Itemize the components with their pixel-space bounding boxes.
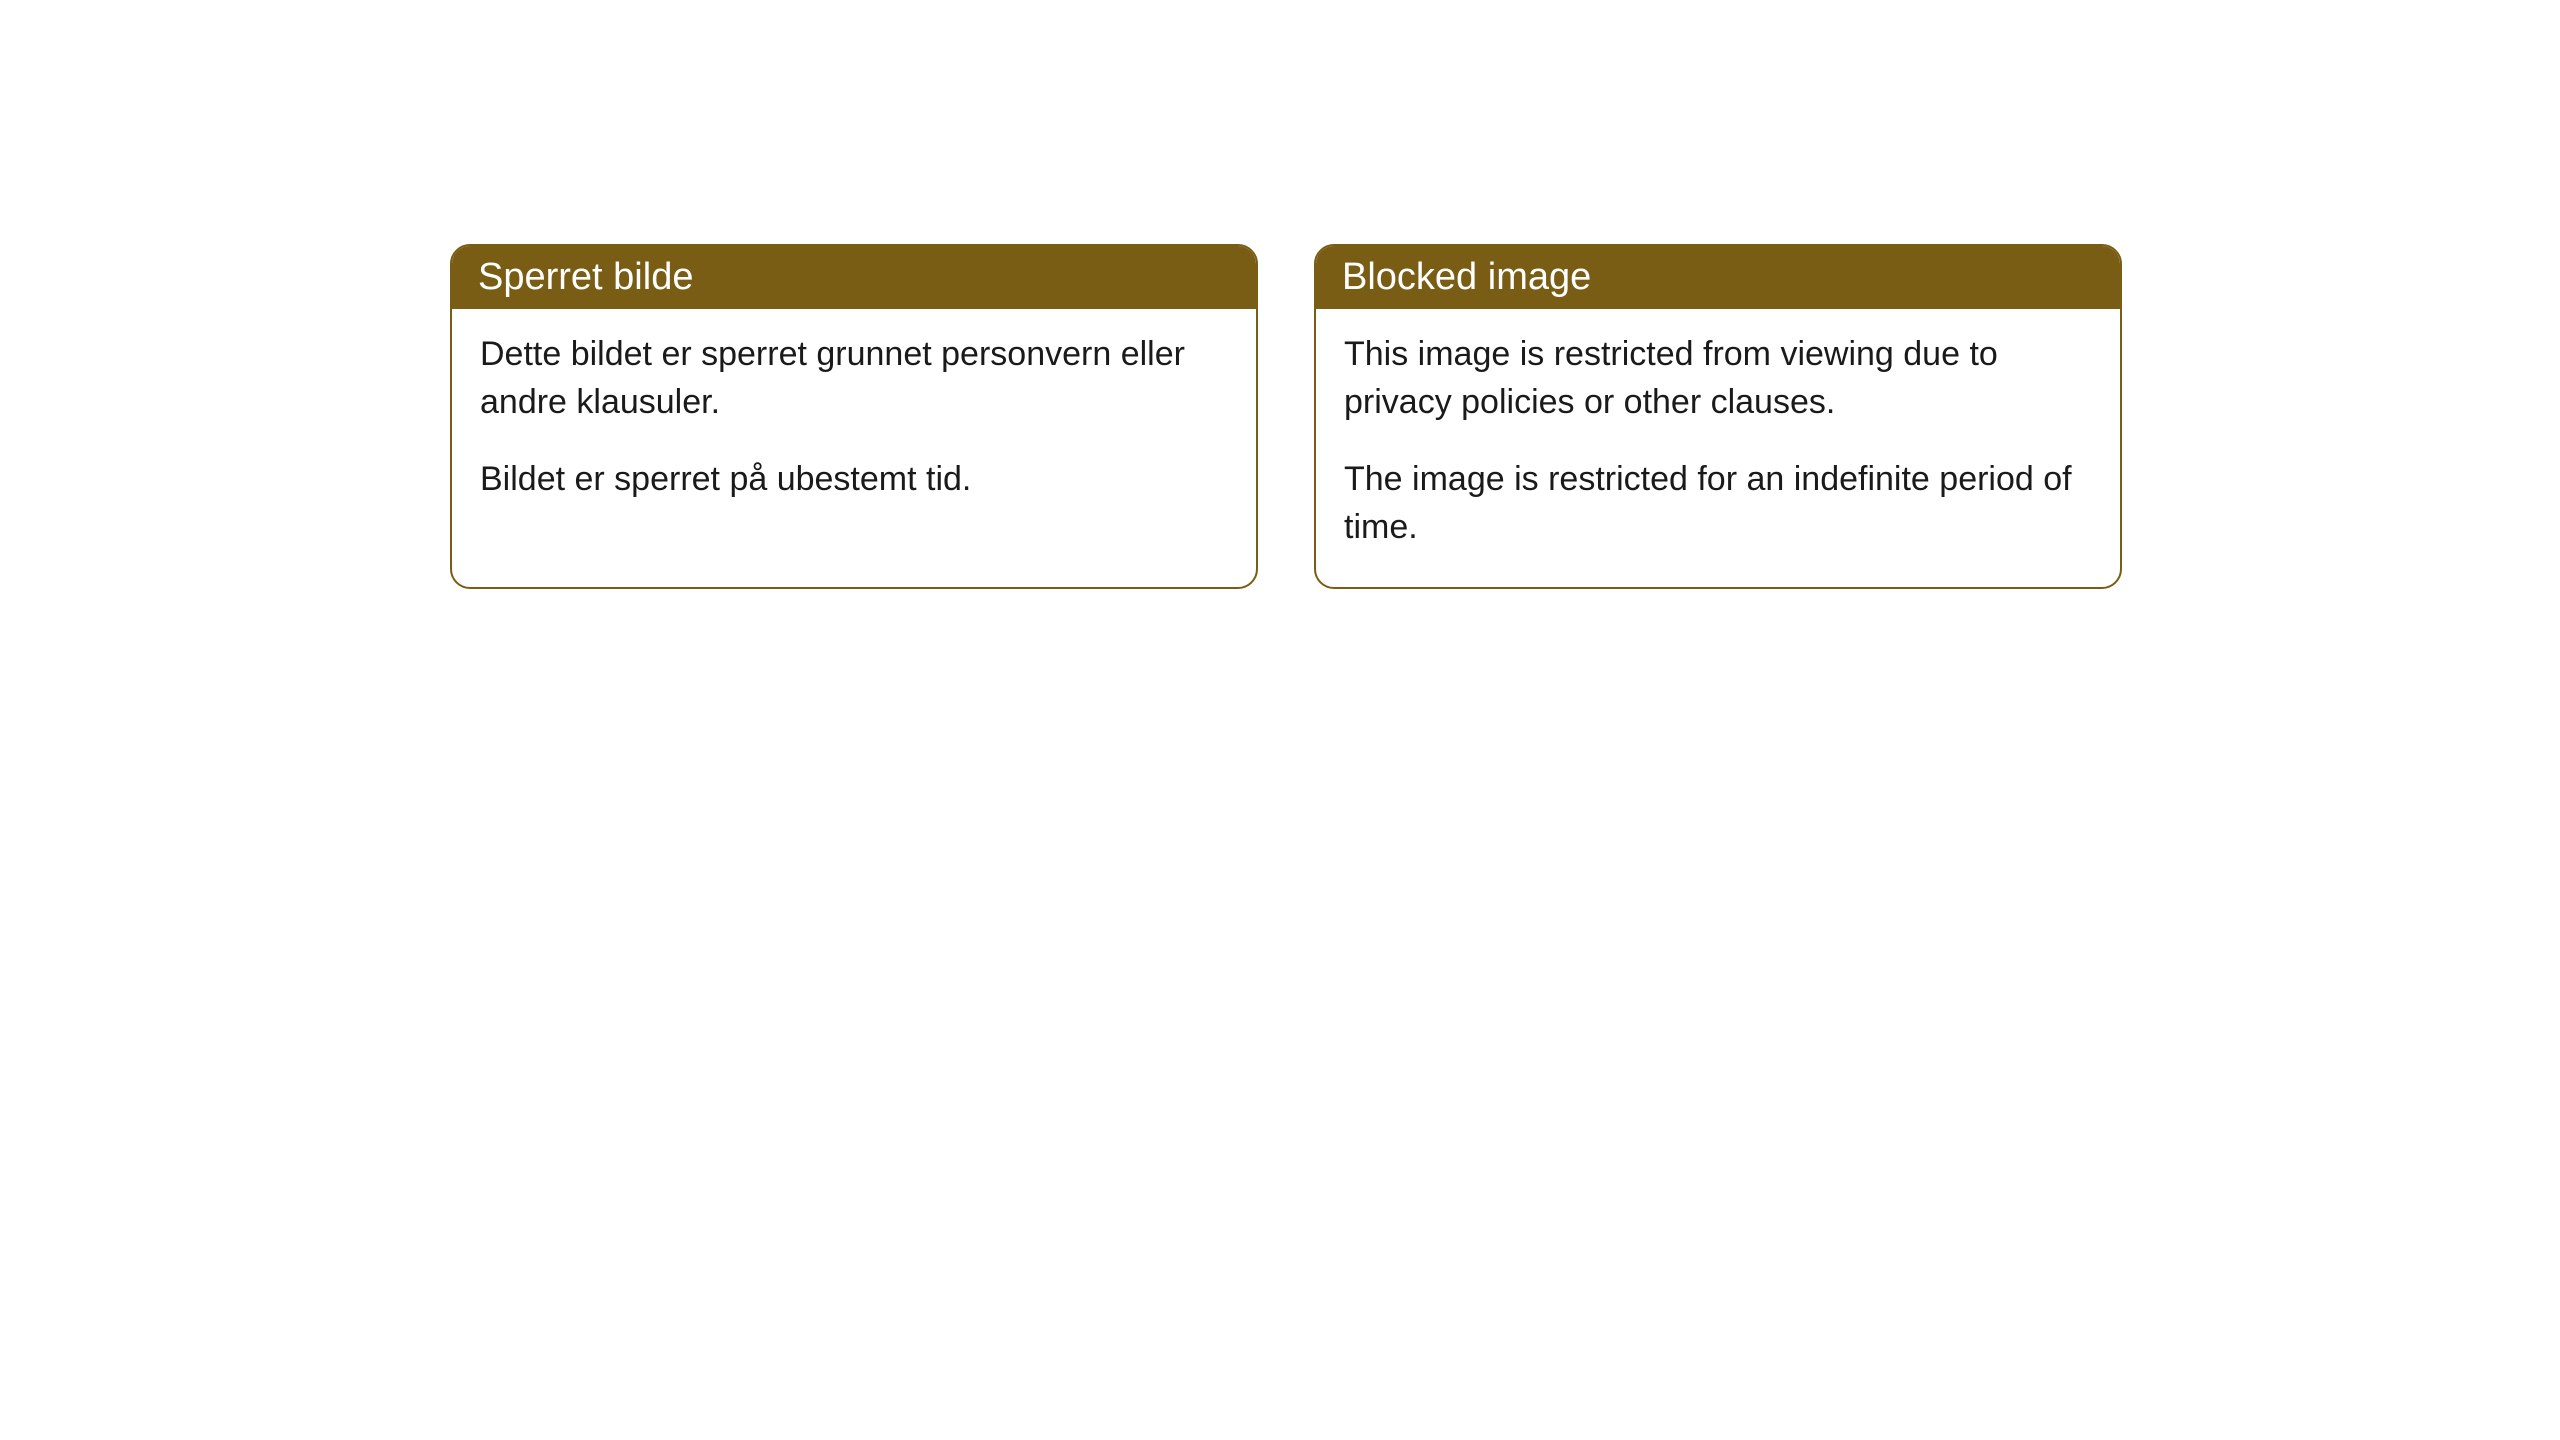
card-body-norwegian: Dette bildet er sperret grunnet personve…	[452, 309, 1256, 540]
card-paragraph-2-english: The image is restricted for an indefinit…	[1344, 456, 2092, 551]
card-paragraph-1-norwegian: Dette bildet er sperret grunnet personve…	[480, 331, 1228, 426]
notice-card-english: Blocked image This image is restricted f…	[1314, 244, 2122, 589]
card-header-english: Blocked image	[1316, 246, 2120, 309]
card-body-english: This image is restricted from viewing du…	[1316, 309, 2120, 587]
card-title-english: Blocked image	[1342, 256, 1591, 298]
card-paragraph-2-norwegian: Bildet er sperret på ubestemt tid.	[480, 456, 1228, 504]
notice-card-norwegian: Sperret bilde Dette bildet er sperret gr…	[450, 244, 1258, 589]
card-header-norwegian: Sperret bilde	[452, 246, 1256, 309]
card-paragraph-1-english: This image is restricted from viewing du…	[1344, 331, 2092, 426]
notice-container: Sperret bilde Dette bildet er sperret gr…	[450, 244, 2122, 589]
card-title-norwegian: Sperret bilde	[478, 256, 693, 298]
